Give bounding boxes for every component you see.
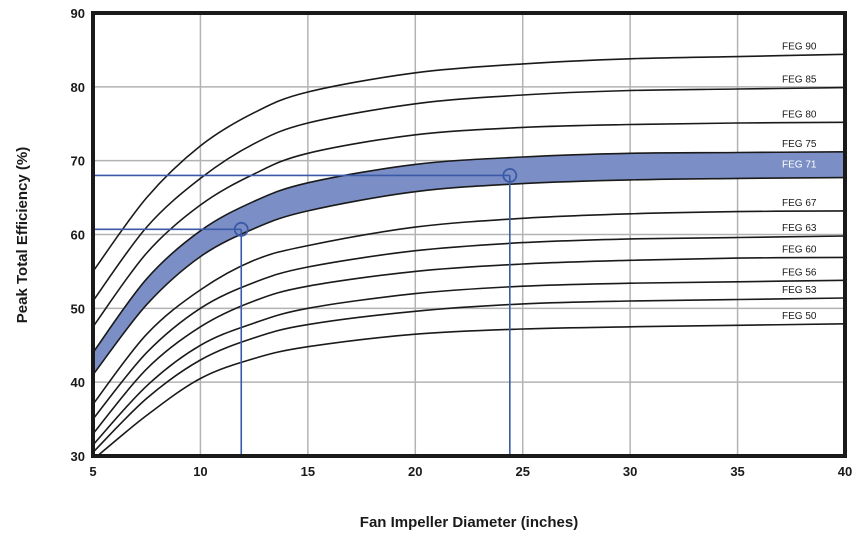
y-tick-label: 80 — [71, 80, 85, 95]
curve-label: FEG 71 — [782, 160, 817, 171]
curve-label: FEG 63 — [782, 223, 817, 234]
curve-feg-71 — [93, 176, 845, 376]
x-tick-label: 40 — [838, 464, 852, 479]
feg-71-band — [93, 151, 845, 375]
plot-frame — [91, 11, 847, 458]
tick-labels-layer: 5 10 15 20 25 30 35 40 30 40 50 60 70 80 90 — [71, 6, 853, 479]
curve-label: FEG 67 — [782, 198, 817, 209]
y-tick-label: 70 — [71, 154, 85, 169]
marker-circle — [233, 221, 249, 237]
curve-feg-75 — [93, 151, 845, 354]
x-tick-label: 20 — [408, 464, 422, 479]
x-axis-title: Fan Impeller Diameter (inches) — [360, 514, 578, 531]
curve-feg-63 — [93, 235, 845, 420]
curve-feg-90 — [93, 53, 845, 272]
curve-label: FEG 80 — [782, 109, 817, 120]
curve-label: FEG 60 — [782, 244, 817, 255]
markers-layer — [93, 168, 518, 456]
efficiency-band-layer — [93, 151, 845, 375]
curve-labels-layer: FEG 90 FEG 85 FEG 80 FEG 75 FEG 71 FEG 67 FEG … — [782, 41, 817, 321]
x-tick-label: 30 — [623, 464, 637, 479]
curve-feg-50 — [96, 323, 845, 456]
curve-label: FEG 50 — [782, 311, 817, 322]
curve-feg-53 — [93, 297, 845, 453]
curve-label: FEG 56 — [782, 267, 817, 278]
y-tick-label: 50 — [71, 301, 85, 316]
marker-circle — [502, 168, 518, 183]
y-tick-label: 60 — [71, 228, 85, 243]
curve-feg-60 — [93, 256, 845, 435]
x-tick-label: 15 — [301, 464, 315, 479]
y-tick-label: 30 — [71, 449, 85, 464]
curve-label: FEG 90 — [782, 41, 817, 52]
x-tick-label: 10 — [193, 464, 207, 479]
y-tick-label: 40 — [71, 375, 85, 390]
curves-layer — [93, 53, 845, 456]
x-tick-label: 5 — [89, 464, 96, 479]
curve-feg-80 — [93, 121, 845, 328]
x-tick-label: 25 — [515, 464, 529, 479]
curve-label: FEG 53 — [782, 285, 817, 296]
x-tick-label: 35 — [730, 464, 744, 479]
y-axis-title: Peak Total Efficiency (%) — [14, 147, 31, 323]
y-tick-label: 90 — [71, 6, 85, 21]
curve-label: FEG 85 — [782, 75, 817, 86]
curve-label: FEG 75 — [782, 139, 817, 150]
curve-feg-85 — [93, 86, 845, 302]
curve-feg-67 — [93, 210, 845, 405]
curve-feg-56 — [93, 279, 845, 446]
